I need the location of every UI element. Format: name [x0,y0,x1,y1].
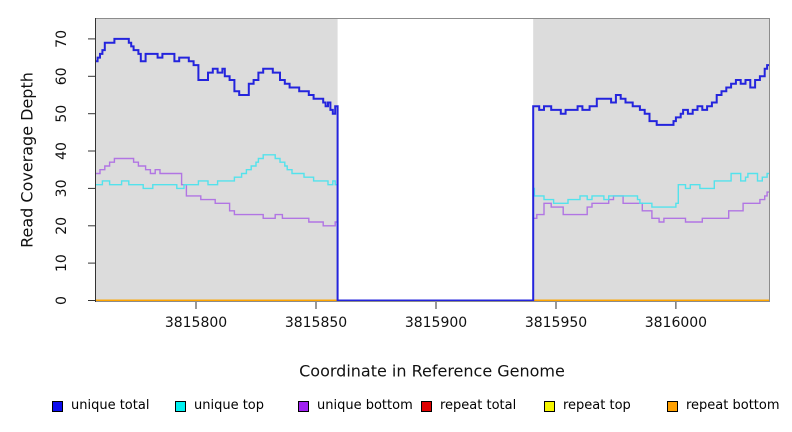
x-tick-label: 3815800 [165,315,227,331]
x-axis-title: Coordinate in Reference Genome [299,361,565,381]
legend: unique total unique top unique bottom re… [52,397,790,415]
legend-label: unique total [71,398,150,413]
y-tick-label: 60 [54,67,70,85]
legend-item-unique-bottom: unique bottom [298,397,421,415]
x-tick-label: 3815850 [285,315,347,331]
x-tick-label: 3816000 [645,315,707,331]
legend-item-unique-top: unique top [175,397,298,415]
legend-label: repeat top [563,398,631,413]
x-tick-label: 3815900 [405,315,467,331]
legend-swatch-repeat-bottom [667,400,678,412]
x-tick-label: 3815950 [525,315,587,331]
legend-item-unique-total: unique total [52,397,175,415]
series-line-unique-bottom [95,157,770,302]
legend-swatch-repeat-total [421,400,432,412]
legend-label: unique top [194,398,265,413]
y-tick-label: 10 [54,254,70,272]
legend-label: repeat total [440,398,517,413]
legend-item-repeat-bottom: repeat bottom [667,397,790,415]
legend-item-repeat-total: repeat total [421,397,544,415]
legend-label: repeat bottom [686,398,780,413]
legend-swatch-unique-bottom [298,400,309,412]
legend-swatch-unique-total [52,400,63,412]
y-tick-label: 20 [54,217,70,235]
legend-label: unique bottom [317,398,413,413]
y-tick-label: 40 [54,142,70,160]
legend-swatch-unique-top [175,400,186,412]
y-tick-label: 0 [54,296,70,305]
y-tick-label: 70 [54,30,70,48]
legend-swatch-repeat-top [544,400,555,412]
series-line-unique-total [95,37,770,302]
y-tick-label: 30 [54,179,70,197]
y-axis-title: Read Coverage Depth [17,72,37,248]
y-tick-label: 50 [54,105,70,123]
legend-item-repeat-top: repeat top [544,397,667,415]
gap-region [337,18,534,302]
